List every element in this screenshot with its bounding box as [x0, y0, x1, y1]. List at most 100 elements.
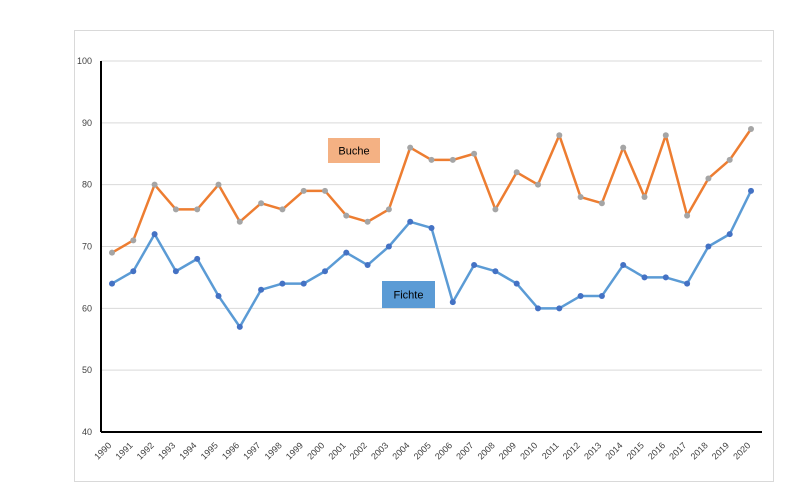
y-tick-label: 70 — [82, 242, 92, 252]
data-point-buche — [471, 150, 478, 157]
data-point-fichte — [535, 305, 541, 312]
x-tick-label: 1993 — [156, 440, 177, 461]
x-tick-label: 1998 — [263, 440, 284, 461]
x-tick-label: 2006 — [433, 440, 454, 461]
data-point-fichte — [556, 305, 563, 312]
series-label-box-fichte — [382, 281, 435, 308]
data-point-buche — [620, 144, 627, 151]
series-label-text-buche: Buche — [338, 146, 369, 158]
x-tick-label: 2016 — [646, 440, 667, 461]
x-tick-label: 1994 — [177, 440, 198, 461]
data-point-buche — [279, 206, 286, 213]
data-point-buche — [236, 218, 243, 225]
data-point-fichte — [215, 292, 222, 299]
data-point-fichte — [513, 280, 520, 287]
data-point-fichte — [684, 280, 691, 287]
data-point-fichte — [620, 262, 627, 269]
x-tick-label: 2004 — [390, 440, 411, 461]
x-tick-label: 2007 — [454, 440, 475, 461]
data-point-buche — [705, 175, 712, 182]
y-tick-label: 90 — [82, 118, 92, 128]
x-tick-label: 2011 — [540, 440, 561, 461]
data-point-buche — [364, 218, 371, 225]
data-point-buche — [300, 187, 307, 194]
y-tick-label: 100 — [77, 56, 92, 66]
data-point-buche — [194, 206, 201, 213]
x-tick-label: 2009 — [497, 440, 518, 461]
data-point-fichte — [194, 255, 201, 262]
data-point-buche — [492, 206, 499, 213]
data-point-buche — [151, 181, 158, 188]
data-point-fichte — [577, 292, 584, 299]
x-tick-label: 2015 — [625, 440, 646, 461]
series-line-buche — [111, 128, 753, 254]
x-tick-label: 1992 — [135, 440, 156, 461]
data-point-buche — [662, 132, 669, 139]
data-point-buche — [641, 194, 648, 201]
series-lines — [109, 126, 754, 330]
data-point-fichte — [130, 268, 137, 275]
y-tick-labels: 40 50 60 70 80 90 100 — [77, 56, 92, 437]
data-point-fichte — [364, 262, 371, 269]
data-point-fichte — [343, 249, 350, 256]
x-tick-label: 2014 — [603, 440, 624, 461]
data-point-buche — [598, 200, 605, 207]
x-tick-label: 1990 — [92, 440, 113, 461]
data-point-buche — [449, 156, 456, 163]
data-point-fichte — [471, 262, 478, 269]
x-tick-label: 1991 — [113, 440, 134, 461]
data-point-fichte — [279, 280, 286, 287]
x-tick-label: 2010 — [518, 440, 539, 461]
data-point-fichte — [300, 280, 307, 287]
data-point-fichte — [449, 299, 456, 306]
data-point-buche — [684, 212, 691, 219]
data-point-buche — [215, 181, 222, 188]
series-labels: Buche Fichte — [328, 138, 435, 308]
chart-frame — [74, 30, 774, 482]
data-point-fichte — [151, 231, 158, 238]
x-tick-labels: 1990 1991 1992 1993 1994 1995 1996 1997 1998 1999… — [92, 440, 752, 461]
x-tick-label: 1996 — [220, 440, 241, 461]
series-label-box-buche — [328, 138, 380, 163]
x-tick-label: 2000 — [305, 440, 326, 461]
data-point-fichte — [428, 224, 435, 231]
x-tick-label: 2018 — [689, 440, 710, 461]
x-tick-label: 1997 — [241, 440, 262, 461]
data-point-buche — [407, 144, 414, 151]
data-point-buche — [172, 206, 179, 213]
data-point-fichte — [598, 292, 605, 299]
data-point-buche — [343, 212, 350, 219]
data-point-buche — [748, 126, 754, 133]
data-point-fichte — [407, 218, 414, 225]
x-tick-label: 2001 — [326, 440, 347, 461]
data-point-fichte — [492, 268, 499, 275]
data-point-buche — [535, 181, 541, 188]
data-point-buche — [556, 132, 563, 139]
x-tick-label: 2002 — [348, 440, 369, 461]
y-tick-label: 60 — [82, 303, 92, 313]
data-point-buche — [322, 187, 328, 194]
data-point-buche — [109, 249, 115, 256]
data-point-fichte — [172, 268, 179, 275]
x-tick-label: 2020 — [731, 440, 752, 461]
x-tick-label: 1995 — [199, 440, 220, 461]
data-point-buche — [577, 194, 584, 201]
x-tick-label: 2008 — [476, 440, 497, 461]
x-tick-label: 2017 — [667, 440, 688, 461]
data-point-fichte — [322, 268, 328, 275]
data-point-fichte — [748, 187, 754, 194]
x-tick-label: 2012 — [561, 440, 582, 461]
data-point-buche — [130, 237, 137, 244]
data-point-buche — [258, 200, 265, 207]
data-point-buche — [726, 156, 733, 163]
data-point-fichte — [662, 274, 669, 281]
gridlines — [101, 60, 762, 371]
x-tick-label: 2005 — [412, 440, 433, 461]
x-tick-label: 2013 — [582, 440, 603, 461]
x-tick-label: 1999 — [284, 440, 305, 461]
data-point-fichte — [109, 280, 115, 287]
y-tick-label: 80 — [82, 180, 92, 190]
data-point-fichte — [385, 243, 392, 250]
data-point-buche — [385, 206, 392, 213]
